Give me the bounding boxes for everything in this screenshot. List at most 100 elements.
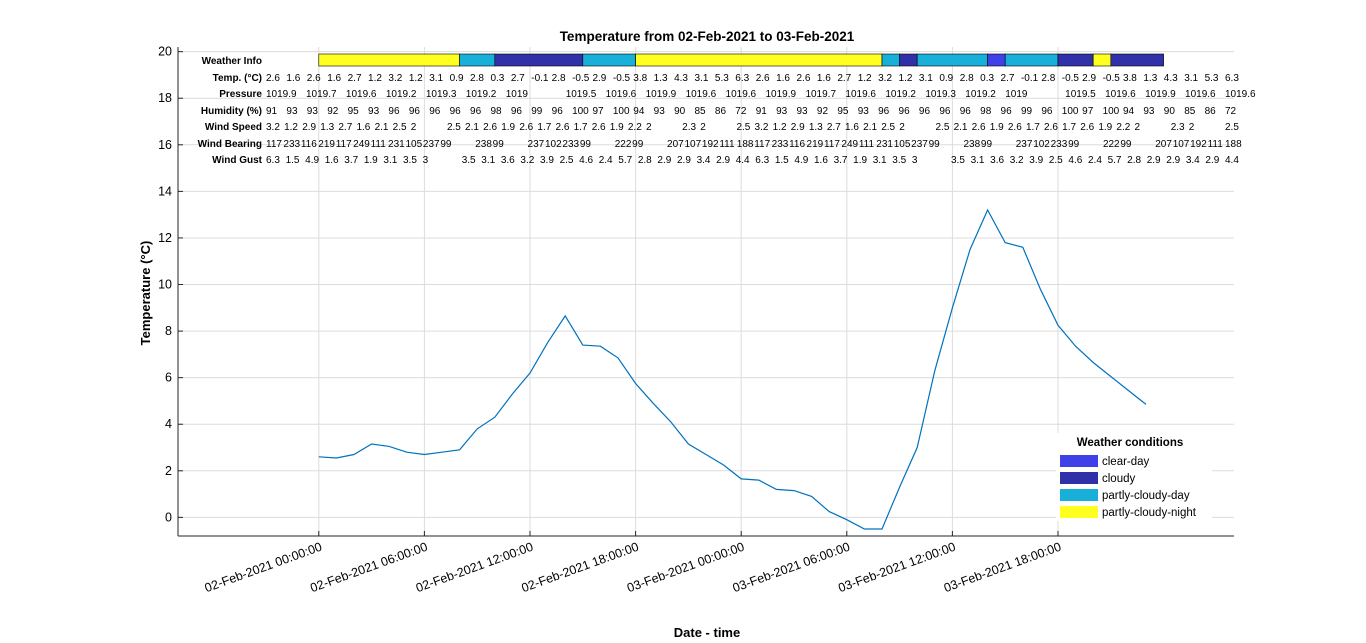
info-cell: 237 [1016,139,1033,150]
x-tick-label: 02-Feb-2021 00:00:00 [203,540,324,595]
info-cell: 2.3 [682,122,696,133]
x-tick-label: 03-Feb-2021 00:00:00 [625,540,746,595]
info-cell: 1019.9 [266,89,297,100]
weather-bar-segment [881,53,900,67]
info-cell: 2.7 [348,73,362,84]
info-cell: 237 [528,139,545,150]
info-cell: 2.8 [960,73,974,84]
info-cell: 5.7 [618,155,632,166]
info-cell: 95 [837,106,849,117]
info-cell: 96 [878,106,890,117]
info-cell: 2.2 [1116,122,1130,133]
y-tick-label: 2 [165,464,172,478]
x-tick-label: 03-Feb-2021 06:00:00 [731,540,852,595]
info-cell: -0.1 [531,73,549,84]
weather-info-table: Weather Info Temp. (°C) 2.6 1.6 2.6 1.6 2.7 1.2… [198,53,1256,166]
info-cell: 2.8 [552,73,566,84]
y-tick-label: 14 [158,184,172,198]
info-cell: 222 [615,139,632,150]
info-cell: 6.3 [266,155,280,166]
legend-swatch [1060,506,1098,518]
info-cell: 238 [963,139,980,150]
info-cell: 1.9 [364,155,378,166]
info-cell: 0.9 [939,73,953,84]
info-cell: 2.5 [393,122,407,133]
info-cell: 3.7 [834,155,848,166]
info-cell: 6.3 [1225,73,1239,84]
y-tick-label: 20 [158,45,172,59]
info-cell: 96 [388,106,400,117]
x-tick-label: 02-Feb-2021 12:00:00 [414,540,535,595]
info-cell: 2.9 [302,122,316,133]
info-cell: 2.8 [1041,73,1055,84]
info-cell: 1.2 [409,73,423,84]
info-cell: 3.2 [755,122,769,133]
info-cell: 99 [1120,139,1132,150]
info-cell: 238 [475,139,492,150]
info-cell: 2 [899,122,905,133]
info-cell: 100 [1103,106,1120,117]
info-cell: 92 [817,106,829,117]
info-row-label: Weather Info [202,56,262,67]
info-cell: 90 [1164,106,1176,117]
info-cell: 96 [511,106,523,117]
info-cell: 111 [1208,139,1224,150]
info-row-label: Pressure [219,89,262,100]
info-cell: 98 [490,106,502,117]
info-cell: 1.5 [775,155,789,166]
info-cell: 1.3 [320,122,334,133]
info-cell: 1.7 [574,122,588,133]
info-cell: 2.6 [519,122,533,133]
info-cell: -0.1 [1021,73,1039,84]
info-cell: 100 [613,106,630,117]
x-tick-label: 03-Feb-2021 18:00:00 [942,540,1063,595]
info-cell: 1.6 [325,155,339,166]
info-cell: 4.3 [1164,73,1178,84]
weather-bar-segment [899,53,918,67]
info-cell: 5.3 [1205,73,1219,84]
temperature-line [318,208,1147,530]
info-cell: 3.8 [1123,73,1137,84]
info-cell: 1019.6 [726,89,757,100]
info-cell: 1.2 [773,122,787,133]
weather-bar-segment [987,53,1006,67]
info-cell: 0.3 [980,73,994,84]
info-cell: 1.7 [537,122,551,133]
info-cell: 2.4 [1088,155,1102,166]
info-cell: 1.9 [1098,122,1112,133]
info-cell: 93 [1143,106,1155,117]
info-cell: 3.6 [990,155,1004,166]
info-cell: 3.1 [481,155,495,166]
info-cell: 1019.7 [306,89,337,100]
info-cell: 2.7 [511,73,525,84]
info-cell: 2.1 [863,122,877,133]
info-cell: 96 [470,106,482,117]
info-cell: 1019 [1005,89,1028,100]
info-cell: 96 [899,106,911,117]
info-cell: 1.9 [990,122,1004,133]
info-cell: 2.5 [1225,122,1239,133]
info-cell: 2 [646,122,652,133]
info-cell: 4.3 [674,73,688,84]
info-cell: 3.2 [388,73,402,84]
info-cell: 107 [1173,139,1190,150]
info-cell: 2.9 [791,122,805,133]
info-row-label: Temp. (°C) [213,73,262,84]
info-cell: 1.2 [858,73,872,84]
info-cell: 3.6 [501,155,515,166]
info-cell: 116 [301,139,317,150]
info-cell: 249 [353,139,370,150]
info-cell: 1.3 [654,73,668,84]
info-cell: 2.6 [1008,122,1022,133]
info-cell: 3.5 [892,155,906,166]
info-cell: 188 [1225,139,1242,150]
info-cell: 1.9 [501,122,515,133]
info-cell: 93 [307,106,319,117]
info-cell: 2.6 [483,122,497,133]
info-cell: 1019.2 [466,89,497,100]
info-cell: 99 [981,139,993,150]
info-cell: 3.2 [1010,155,1024,166]
info-cell: -0.5 [613,73,631,84]
info-cell: 219 [807,139,824,150]
info-cell: 5.7 [1108,155,1122,166]
